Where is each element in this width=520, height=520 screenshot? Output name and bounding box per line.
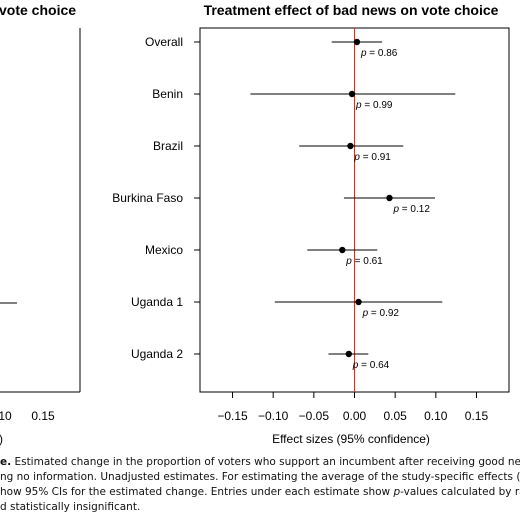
left-panel: vote choice 10 0.15 )	[0, 2, 81, 446]
p-value-label: p = 0.86	[360, 48, 398, 59]
p-value: = 0.92	[368, 308, 399, 319]
point-estimate	[347, 142, 354, 150]
chart-title: Treatment effect of bad news on vote cho…	[204, 2, 499, 18]
caption-line-4: d statistically insignificant.	[0, 501, 141, 513]
p-value-label: p = 0.92	[362, 308, 400, 319]
point-estimate	[348, 90, 356, 98]
caption-text: -values calculated by random-	[400, 486, 520, 498]
p-value-label: p = 0.99	[355, 100, 393, 111]
p-value: = 0.86	[367, 48, 398, 59]
p-value: = 0.99	[362, 100, 393, 111]
p-value-symbol: p	[352, 360, 359, 371]
left-panel-tick-label: 0.15	[31, 409, 55, 423]
p-value: = 0.61	[352, 256, 383, 267]
p-value: = 0.91	[360, 152, 391, 163]
p-value: = 0.64	[358, 360, 389, 371]
p-value-symbol: p	[360, 48, 367, 59]
point-estimate	[355, 298, 362, 306]
p-value-symbol: p	[392, 204, 399, 215]
p-value-label: p = 0.12	[392, 204, 430, 215]
x-tick-label: 0.15	[465, 409, 489, 423]
category-labels: Overall Benin Brazil Burkina Faso Mexico Ugan…	[112, 35, 200, 361]
caption-text: how 95% CIs for the estimated change. En…	[0, 486, 394, 498]
p-value-symbol: p	[355, 100, 362, 111]
x-tick-label: −0.05	[299, 409, 330, 423]
estimate-marks: p = 0.86p = 0.99p = 0.91p = 0.12p = 0.61…	[250, 38, 456, 371]
category-label: Burkina Faso	[112, 191, 183, 205]
x-tick-label: 0.05	[383, 409, 407, 423]
x-tick-label: 0.10	[424, 409, 448, 423]
x-axis: −0.15 −0.10 −0.05 0.00 0.05 0.10 0.15	[217, 392, 488, 423]
category-label: Mexico	[145, 243, 183, 257]
category-label: Uganda 1	[131, 295, 183, 309]
p-value-symbol: p	[362, 308, 369, 319]
point-estimate	[345, 350, 353, 358]
p-value-symbol: p	[353, 152, 360, 163]
left-panel-tick-label: 10	[0, 409, 12, 423]
main-panel: Treatment effect of bad news on vote cho…	[112, 2, 510, 446]
point-estimate	[353, 38, 361, 46]
x-tick-label: 0.00	[343, 409, 367, 423]
category-label: Overall	[145, 35, 183, 49]
p-value: = 0.12	[399, 204, 430, 215]
x-axis-label: Effect sizes (95% confidence)	[272, 432, 430, 446]
caption-italic: p	[393, 486, 401, 498]
category-label: Uganda 2	[131, 347, 183, 361]
caption-label: e.	[0, 456, 12, 468]
p-value-label: p = 0.64	[352, 360, 390, 371]
caption-line-3: how 95% CIs for the estimated change. En…	[0, 485, 520, 500]
caption-line-2: ng no information. Unadjusted estimates.…	[0, 471, 520, 483]
p-value-label: p = 0.91	[353, 152, 391, 163]
x-tick-label: −0.15	[217, 409, 248, 423]
figure-caption: e. Estimated change in the proportion of…	[0, 455, 520, 515]
x-tick-label: −0.10	[258, 409, 289, 423]
category-label: Brazil	[153, 139, 183, 153]
point-estimate	[386, 194, 393, 202]
forest-plot-figure: vote choice 10 0.15 ) Treatment effect o…	[0, 2, 510, 446]
category-label: Benin	[152, 87, 183, 101]
caption-text: Estimated change in the proportion of vo…	[11, 456, 520, 468]
point-estimate	[339, 246, 346, 254]
p-value-symbol: p	[345, 256, 352, 267]
p-value-label: p = 0.61	[345, 256, 383, 267]
left-panel-title: vote choice	[0, 2, 76, 18]
caption-line-1: e. Estimated change in the proportion of…	[0, 455, 520, 470]
left-panel-xlabel: )	[0, 432, 3, 446]
